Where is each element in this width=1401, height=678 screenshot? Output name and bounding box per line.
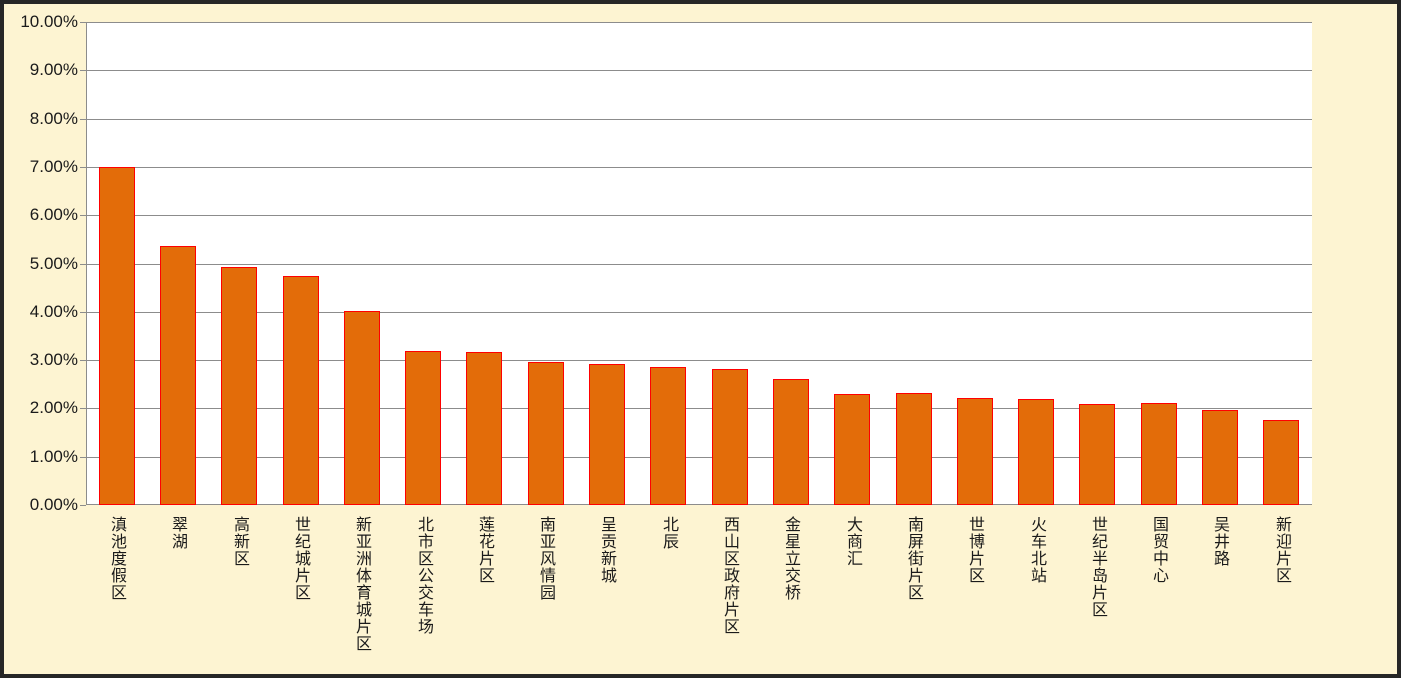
y-axis-tick: [80, 22, 86, 23]
x-axis-category-label: 南屏街片区: [905, 516, 922, 601]
y-axis-tick-label: 8.00%: [29, 109, 78, 128]
plot-area: [86, 22, 1312, 505]
x-axis-category: 火车北站: [1006, 516, 1067, 584]
x-axis-category-label: 金星立交桥: [782, 516, 799, 601]
y-axis-tick-label: 1.00%: [29, 447, 78, 466]
y-axis-tick: [80, 312, 86, 313]
y-axis-tick: [80, 408, 86, 409]
y-axis-tick-label: 0.00%: [29, 495, 78, 514]
x-axis-category: 高新区: [209, 516, 270, 567]
y-axis-tick: [80, 119, 86, 120]
x-axis-category: 新亚洲体育城片区: [331, 516, 392, 652]
y-axis-tick: [80, 167, 86, 168]
x-axis-category-label: 火车北站: [1028, 516, 1045, 584]
bar[interactable]: [221, 267, 257, 505]
y-axis-tick: [80, 215, 86, 216]
y-axis-tick: [80, 457, 86, 458]
x-axis-category: 莲花片区: [454, 516, 515, 584]
x-axis-line: [86, 504, 1312, 505]
gridline: [86, 312, 1312, 313]
y-axis-tick-label: 3.00%: [29, 350, 78, 369]
y-axis-tick: [80, 505, 86, 506]
x-axis-category: 北辰: [638, 516, 699, 550]
x-axis-category: 南屏街片区: [883, 516, 944, 601]
x-axis-category-label: 南亚风情园: [537, 516, 554, 601]
y-axis-tick-label: 2.00%: [29, 398, 78, 417]
x-axis-category-label: 北辰: [660, 516, 677, 550]
bar[interactable]: [99, 167, 135, 505]
bar[interactable]: [528, 362, 564, 505]
x-axis-category: 世纪城片区: [270, 516, 331, 601]
bar[interactable]: [896, 393, 932, 505]
bar[interactable]: [712, 369, 748, 505]
x-axis-category: 国贸中心: [1128, 516, 1189, 584]
x-axis-category: 西山区政府片区: [699, 516, 760, 635]
x-axis-category-label: 莲花片区: [476, 516, 493, 584]
bar[interactable]: [1263, 420, 1299, 505]
x-axis-category-label: 滇池度假区: [108, 516, 125, 601]
x-axis-category: 世纪半岛片区: [1067, 516, 1128, 618]
bar[interactable]: [160, 246, 196, 505]
y-axis-line: [86, 22, 87, 505]
x-axis-category-label: 新亚洲体育城片区: [353, 516, 370, 652]
x-axis-category-label: 世纪城片区: [292, 516, 309, 601]
y-axis-tick-label: 4.00%: [29, 302, 78, 321]
y-axis-tick: [80, 360, 86, 361]
x-axis-category-label: 北市区公交车场: [415, 516, 432, 635]
y-axis-tick-label: 10.00%: [20, 12, 78, 31]
x-axis-category: 滇池度假区: [86, 516, 147, 601]
bar[interactable]: [283, 276, 319, 505]
bar[interactable]: [834, 394, 870, 505]
x-axis-category: 南亚风情园: [515, 516, 576, 601]
y-axis-tick: [80, 70, 86, 71]
x-axis-category-label: 世纪半岛片区: [1089, 516, 1106, 618]
bar[interactable]: [344, 311, 380, 505]
bar[interactable]: [773, 379, 809, 505]
y-axis-tick: [80, 264, 86, 265]
x-axis-category: 翠湖: [147, 516, 208, 550]
x-axis-category-label: 大商汇: [844, 516, 861, 567]
x-axis-category: 吴井路: [1189, 516, 1250, 567]
gridline: [86, 215, 1312, 216]
x-axis-category-label: 翠湖: [169, 516, 186, 550]
x-axis-category-label: 国贸中心: [1150, 516, 1167, 584]
gridline: [86, 167, 1312, 168]
gridline: [86, 457, 1312, 458]
x-axis-category-label: 呈贡新城: [598, 516, 615, 584]
gridline: [86, 70, 1312, 71]
bar[interactable]: [405, 351, 441, 505]
gridline: [86, 22, 1312, 23]
bar[interactable]: [650, 367, 686, 505]
gridline: [86, 360, 1312, 361]
x-axis-category-label: 西山区政府片区: [721, 516, 738, 635]
y-axis-tick-label: 6.00%: [29, 205, 78, 224]
gridline: [86, 408, 1312, 409]
bar[interactable]: [1079, 404, 1115, 505]
y-axis-tick-label: 7.00%: [29, 157, 78, 176]
x-axis-category-label: 吴井路: [1211, 516, 1228, 567]
x-axis-category: 北市区公交车场: [393, 516, 454, 635]
bar[interactable]: [957, 398, 993, 505]
x-axis-category-label: 世博片区: [966, 516, 983, 584]
bar[interactable]: [1018, 399, 1054, 505]
bar[interactable]: [1202, 410, 1238, 505]
gridline: [86, 119, 1312, 120]
x-axis-category: 金星立交桥: [760, 516, 821, 601]
x-axis-category: 新迎片区: [1251, 516, 1312, 584]
x-axis-category-label: 高新区: [231, 516, 248, 567]
bar[interactable]: [589, 364, 625, 505]
bar[interactable]: [466, 352, 502, 505]
x-axis-category: 呈贡新城: [576, 516, 637, 584]
x-axis-category-label: 新迎片区: [1273, 516, 1290, 584]
x-axis-category: 大商汇: [822, 516, 883, 567]
x-axis-category: 世博片区: [944, 516, 1005, 584]
y-axis-tick-label: 9.00%: [29, 60, 78, 79]
bar[interactable]: [1141, 403, 1177, 505]
y-axis-tick-label: 5.00%: [29, 254, 78, 273]
gridline: [86, 264, 1312, 265]
